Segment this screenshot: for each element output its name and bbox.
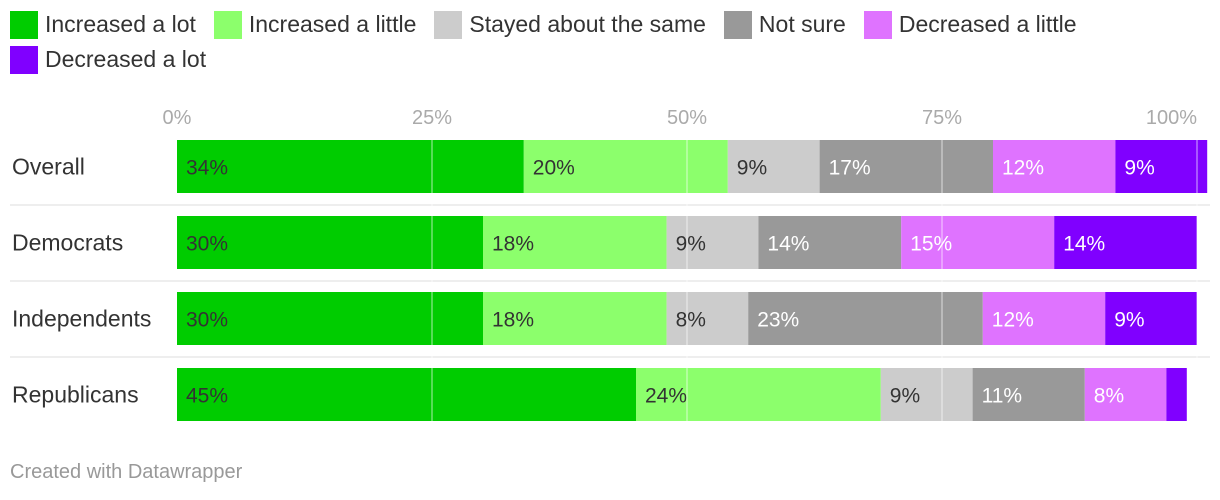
value-label: 45% xyxy=(186,385,228,408)
legend-item-increased-a-lot: Increased a lot xyxy=(10,10,196,39)
category-label-republicans: Republicans xyxy=(12,382,139,408)
bar-segment-republicans-stayed-about-the-same xyxy=(880,368,973,421)
x-tick-label: 100% xyxy=(1146,107,1197,129)
x-tick-label: 25% xyxy=(412,107,452,129)
value-label: 14% xyxy=(1063,233,1105,256)
value-label: 30% xyxy=(186,233,228,256)
bar-segment-independents-decreased-a-little xyxy=(982,292,1106,345)
legend-item-not-sure: Not sure xyxy=(723,10,846,39)
value-label: 9% xyxy=(1114,309,1144,332)
value-label: 9% xyxy=(1124,157,1154,180)
bar-segment-democrats-increased-a-little xyxy=(483,216,667,269)
legend-swatch xyxy=(863,10,892,39)
value-label: 34% xyxy=(186,157,228,180)
bar-segment-republicans-increased-a-lot xyxy=(177,368,636,421)
value-label: 8% xyxy=(1094,385,1124,408)
legend-label: Decreased a lot xyxy=(45,46,207,72)
bar-segment-republicans-not-sure xyxy=(972,368,1085,421)
legend-label: Decreased a little xyxy=(898,11,1077,37)
legend-label: Increased a lot xyxy=(45,11,196,37)
x-tick-label: 0% xyxy=(163,107,192,129)
legend-item-stayed-about-the-same: Stayed about the same xyxy=(434,10,706,39)
bar-segment-independents-not-sure xyxy=(748,292,983,345)
legend-swatch xyxy=(723,10,752,39)
bar-segment-republicans-increased-a-little xyxy=(636,368,881,421)
bar-segment-overall-not-sure xyxy=(819,140,993,193)
value-label: 15% xyxy=(910,233,952,256)
value-label: 9% xyxy=(676,233,706,256)
bar-segment-independents-stayed-about-the-same xyxy=(666,292,749,345)
bar-segment-democrats-increased-a-lot xyxy=(177,216,483,269)
value-label: 24% xyxy=(645,385,687,408)
legend-swatch xyxy=(10,45,38,74)
legend: Increased a lot Increased a little Stayed … xyxy=(10,10,1210,74)
legend-label: Not sure xyxy=(758,11,846,37)
credit-text: Created with Datawrapper xyxy=(10,461,243,483)
bar-segment-independents-increased-a-lot xyxy=(177,292,483,345)
bar-segment-overall-increased-a-lot xyxy=(177,140,524,193)
bar-segment-independents-increased-a-little xyxy=(483,292,667,345)
value-label: 14% xyxy=(767,233,809,256)
value-label: 9% xyxy=(737,157,767,180)
bar-segment-democrats-not-sure xyxy=(758,216,902,269)
value-label: 17% xyxy=(829,157,871,180)
legend-label: Stayed about the same xyxy=(469,11,706,37)
value-label: 23% xyxy=(757,309,799,332)
value-label: 18% xyxy=(492,233,534,256)
bar-segment-overall-decreased-a-lot xyxy=(1115,140,1208,193)
value-label: 30% xyxy=(186,309,228,332)
legend-item-decreased-a-little: Decreased a little xyxy=(863,10,1077,39)
legend-label: Increased a little xyxy=(248,11,417,37)
legend-swatch xyxy=(10,10,38,39)
bar-segment-overall-increased-a-little xyxy=(523,140,728,193)
legend-swatch xyxy=(213,10,242,39)
bar-segment-democrats-stayed-about-the-same xyxy=(666,216,759,269)
bar-segment-republicans-decreased-a-lot xyxy=(1166,368,1187,421)
x-tick-label: 75% xyxy=(922,107,962,129)
category-label-overall: Overall xyxy=(12,154,85,180)
category-label-democrats: Democrats xyxy=(12,230,123,256)
value-label: 20% xyxy=(533,157,575,180)
bar-segment-republicans-decreased-a-little xyxy=(1084,368,1167,421)
value-label: 11% xyxy=(982,385,1022,408)
value-label: 12% xyxy=(1002,157,1044,180)
legend-swatch xyxy=(434,10,463,39)
value-label: 18% xyxy=(492,309,534,332)
value-label: 9% xyxy=(890,385,920,408)
bar-segment-independents-decreased-a-lot xyxy=(1105,292,1197,345)
bar-segment-overall-stayed-about-the-same xyxy=(727,140,820,193)
value-label: 12% xyxy=(992,309,1034,332)
value-label: 8% xyxy=(676,309,706,332)
category-label-independents: Independents xyxy=(12,306,151,332)
x-tick-label: 50% xyxy=(667,107,707,129)
bar-segment-democrats-decreased-a-lot xyxy=(1054,216,1197,269)
legend-item-decreased-a-lot: Decreased a lot xyxy=(10,45,206,74)
bar-segment-democrats-decreased-a-little xyxy=(901,216,1055,269)
legend-item-increased-a-little: Increased a little xyxy=(213,10,417,39)
bar-segment-overall-decreased-a-little xyxy=(993,140,1116,193)
